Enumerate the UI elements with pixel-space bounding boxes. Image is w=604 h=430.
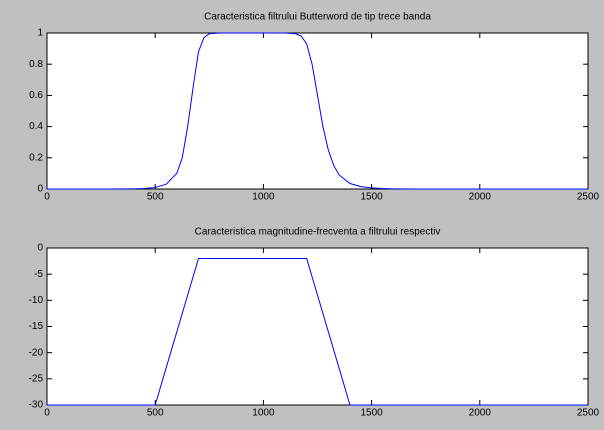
- y-tick-label: 0.2: [29, 152, 43, 163]
- data-line: [47, 32, 588, 190]
- y-tick-label: 1: [37, 28, 43, 39]
- y-tick-label: -15: [29, 321, 44, 332]
- y-tick-label: 0.4: [29, 121, 43, 132]
- y-tick-label: -5: [34, 269, 43, 280]
- y-tick-label: 0: [37, 243, 43, 254]
- chart-title: Caracteristica magnitudine-frecventa a f…: [195, 227, 441, 238]
- y-tick-label: -20: [29, 347, 44, 358]
- x-tick-label: 1500: [360, 408, 383, 419]
- y-tick-label: 0: [37, 184, 43, 195]
- x-tick-label: 1000: [252, 408, 275, 419]
- y-tick-label: -30: [29, 400, 44, 411]
- y-tick-label: 0.6: [29, 90, 43, 101]
- y-tick-label: 0.8: [29, 59, 43, 70]
- x-tick-label: 2500: [577, 192, 600, 203]
- x-tick-label: 1000: [252, 192, 275, 203]
- x-tick-label: 500: [147, 192, 164, 203]
- x-tick-label: 2000: [469, 408, 492, 419]
- x-tick-label: 2500: [577, 408, 600, 419]
- x-tick-label: 1500: [360, 192, 383, 203]
- x-tick-label: 2000: [469, 192, 492, 203]
- x-tick-label: 0: [44, 192, 50, 203]
- chart-title: Caracteristica filtrului Butterword de t…: [204, 12, 431, 23]
- axes-area: [46, 247, 589, 406]
- y-tick-label: -25: [29, 373, 44, 384]
- y-tick-label: -10: [29, 295, 44, 306]
- x-tick-label: 0: [44, 408, 50, 419]
- data-line: [47, 257, 588, 406]
- axes-area: [46, 32, 589, 190]
- x-tick-label: 500: [147, 408, 164, 419]
